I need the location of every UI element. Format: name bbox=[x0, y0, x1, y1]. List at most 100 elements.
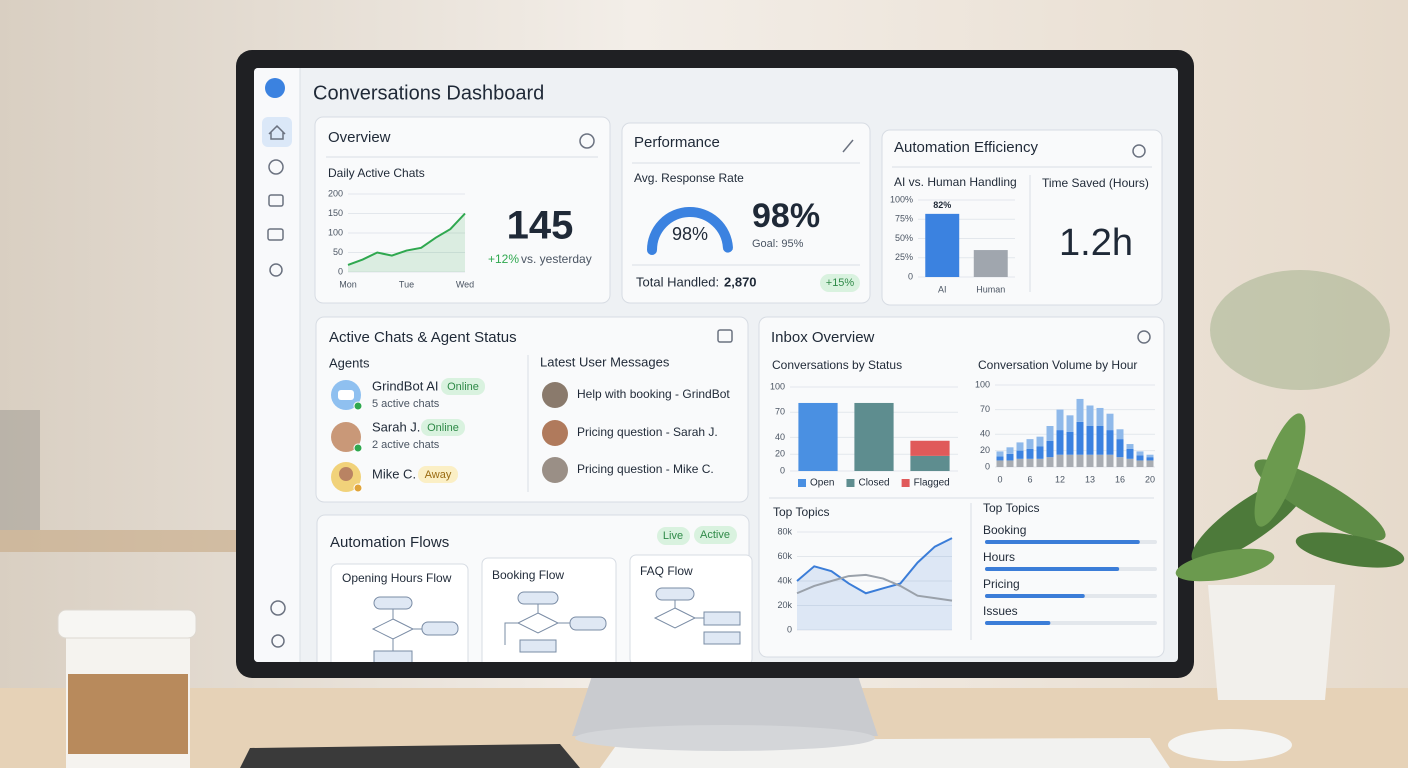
agent-name: Sarah J. bbox=[372, 419, 420, 434]
y-tick-label: 200 bbox=[328, 188, 343, 198]
bar-segment bbox=[1036, 446, 1044, 459]
bar-segment bbox=[1066, 431, 1074, 455]
nav-history[interactable] bbox=[268, 159, 284, 175]
message[interactable]: Pricing question - Mike C. bbox=[577, 462, 714, 476]
badge-label: Active bbox=[700, 529, 730, 541]
status-dot bbox=[353, 483, 363, 493]
section-label: Agents bbox=[329, 355, 370, 370]
bar-segment bbox=[1096, 454, 1104, 467]
stat: 145 bbox=[507, 204, 574, 248]
x-tick-label: Mon bbox=[339, 279, 357, 289]
y-tick-label: 20 bbox=[775, 449, 785, 459]
change-note: vs. yesterday bbox=[521, 252, 592, 266]
message[interactable]: Help with booking - GrindBot bbox=[577, 387, 730, 401]
bar bbox=[925, 213, 960, 277]
flow-card[interactable]: Booking Flow bbox=[481, 557, 617, 668]
performance-card bbox=[621, 122, 871, 304]
agent-row[interactable]: Sarah J. Online 2 active chats bbox=[331, 419, 465, 453]
card-title: Overview bbox=[328, 129, 391, 146]
agent-status: Away bbox=[425, 469, 452, 481]
bar-segment bbox=[1126, 444, 1134, 449]
change: +12% bbox=[488, 252, 519, 266]
bar-segment bbox=[1016, 450, 1024, 459]
topic-label: Hours bbox=[983, 550, 1015, 564]
nav-settings[interactable] bbox=[269, 263, 283, 277]
y-tick-label: 0 bbox=[908, 271, 913, 281]
agent-name: Mike C. bbox=[372, 466, 416, 481]
agent-row[interactable]: Mike C. Away bbox=[331, 462, 458, 493]
nav-conversations[interactable] bbox=[267, 228, 284, 241]
card-title: Inbox Overview bbox=[771, 329, 875, 346]
bar-segment bbox=[996, 451, 1004, 457]
flow-card[interactable]: Opening Hours Flow bbox=[330, 563, 469, 674]
area bbox=[348, 213, 465, 272]
flow-title: FAQ Flow bbox=[640, 564, 693, 578]
bar-segment bbox=[1046, 426, 1054, 441]
time-saved: 1.2h bbox=[1059, 222, 1133, 264]
y-tick-label: 40 bbox=[980, 429, 990, 439]
x-tick-label: Wed bbox=[456, 279, 474, 289]
x-tick-label: 20 bbox=[1145, 474, 1155, 484]
topic-label: Pricing bbox=[983, 577, 1020, 591]
chat-icon[interactable] bbox=[717, 329, 733, 343]
bar-segment bbox=[1136, 455, 1144, 461]
gear-icon[interactable] bbox=[1137, 330, 1151, 344]
gauge-label: 98% bbox=[672, 224, 708, 244]
y-tick-label: 0 bbox=[780, 465, 785, 475]
stat: 98% bbox=[752, 197, 820, 235]
shelf-object bbox=[0, 410, 40, 530]
y-tick-label: 75% bbox=[895, 214, 913, 224]
bar-segment bbox=[1126, 458, 1134, 467]
y-tick-label: 20k bbox=[777, 600, 792, 610]
bar-segment bbox=[1056, 430, 1064, 455]
total: 2,870 bbox=[724, 274, 757, 289]
monitor-base bbox=[575, 725, 875, 751]
y-tick-label: 100 bbox=[328, 227, 343, 237]
agent-detail: 2 active chats bbox=[372, 439, 440, 451]
agent-status: Online bbox=[447, 381, 479, 393]
goal: Goal: 95% bbox=[752, 238, 804, 250]
badge bbox=[421, 419, 465, 436]
bar-segment bbox=[1066, 454, 1074, 467]
bar-segment bbox=[1046, 457, 1054, 467]
change: +15% bbox=[826, 277, 855, 289]
section-label: Latest User Messages bbox=[540, 354, 670, 369]
desk-pad bbox=[240, 744, 580, 768]
flow-card[interactable]: FAQ Flow bbox=[629, 554, 753, 665]
nav-messages[interactable] bbox=[268, 194, 284, 207]
bar-segment bbox=[1006, 453, 1014, 461]
nav-active[interactable] bbox=[262, 117, 292, 147]
bar-segment bbox=[1146, 454, 1154, 458]
card-title: Automation Efficiency bbox=[894, 139, 1038, 156]
legend-swatch bbox=[901, 479, 910, 487]
progress-bar bbox=[985, 594, 1085, 598]
performance-icon[interactable] bbox=[842, 139, 854, 153]
agent-name: GrindBot AI bbox=[372, 378, 438, 393]
nav-help[interactable] bbox=[270, 600, 286, 616]
bar-segment bbox=[1136, 451, 1144, 456]
agent-row[interactable]: GrindBot AI Online 5 active chats bbox=[331, 378, 485, 411]
card-title: Performance bbox=[634, 134, 720, 151]
card-title: Active Chats & Agent Status bbox=[329, 329, 517, 346]
shelf bbox=[0, 530, 250, 552]
agent-status: Online bbox=[427, 422, 459, 434]
agent-detail: 5 active chats bbox=[372, 398, 440, 410]
nav-settings-bottom[interactable] bbox=[271, 634, 285, 648]
total-label: Total Handled: bbox=[636, 274, 719, 289]
bar-segment bbox=[1126, 448, 1134, 459]
y-tick-label: 50% bbox=[895, 233, 913, 243]
status-dot bbox=[353, 401, 363, 411]
page-title: Conversations Dashboard bbox=[313, 82, 544, 104]
nav-home[interactable] bbox=[268, 124, 286, 140]
flow-title: Opening Hours Flow bbox=[342, 571, 452, 585]
avatar bbox=[331, 422, 361, 452]
message[interactable]: Pricing question - Sarah J. bbox=[577, 425, 718, 439]
y-tick-label: 100% bbox=[890, 194, 913, 204]
clock-icon[interactable] bbox=[579, 133, 595, 149]
y-tick-label: 150 bbox=[328, 208, 343, 218]
bar-segment bbox=[1076, 421, 1084, 455]
bar-segment bbox=[1086, 454, 1094, 467]
gear-icon[interactable] bbox=[1132, 144, 1146, 158]
